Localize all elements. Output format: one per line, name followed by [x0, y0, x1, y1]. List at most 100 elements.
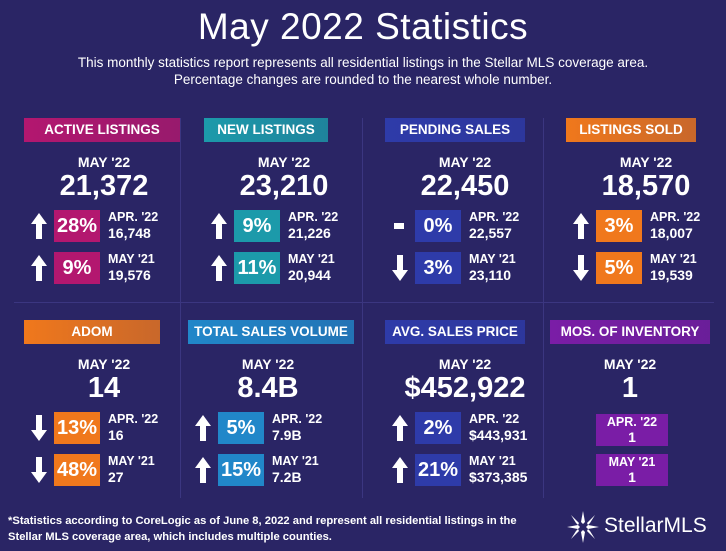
comparison-label: APR. '22 [108, 412, 159, 426]
stat-card-listings-sold: LISTINGS SOLD MAY '22 18,570 3% APR. '22 1… [566, 118, 726, 303]
stat-period: MAY '22 [438, 154, 492, 170]
comparison-label: MAY '21 [108, 252, 155, 266]
comparison-value: 16,748 [108, 225, 151, 241]
stat-value: 21,372 [59, 170, 149, 202]
stat-period: MAY '22 [77, 356, 131, 372]
comparison-row: 28% APR. '22 16,748 [24, 210, 184, 242]
comparison-value: 19,539 [650, 267, 693, 283]
comparison-value: 19,576 [108, 267, 151, 283]
percent-change: 13% [54, 412, 100, 444]
percent-change: 3% [415, 252, 461, 284]
stat-card-active-listings: ACTIVE LISTINGS MAY '22 21,372 28% APR. '2… [24, 118, 184, 303]
comparison-value: 1 [628, 469, 636, 485]
comparison-row: 13% APR. '22 16 [24, 412, 184, 444]
stat-card-pending-sales: PENDING SALES MAY '22 22,450 0% APR. '22 2… [385, 118, 545, 303]
inventory-comparison-box: APR. '22 1 [596, 414, 668, 446]
comparison-row: 3% APR. '22 18,007 [566, 210, 726, 242]
comparison-label: APR. '22 [606, 415, 658, 429]
percent-change: 48% [54, 454, 100, 486]
percent-change: 5% [218, 412, 264, 444]
comparison-value: 27 [108, 469, 124, 485]
inventory-comparison-box: MAY '21 1 [596, 454, 668, 486]
grid-divider [543, 118, 544, 498]
grid-divider [14, 302, 714, 303]
percent-change: 28% [54, 210, 100, 242]
percent-change: 15% [218, 454, 264, 486]
grid-divider [362, 118, 363, 498]
comparison-label: MAY '21 [608, 455, 656, 469]
comparison-label: MAY '21 [272, 454, 319, 468]
percent-change: 3% [596, 210, 642, 242]
stellar-mls-logo: StellarMLS [566, 508, 726, 544]
comparison-row: 9% MAY '21 19,576 [24, 252, 184, 284]
up-arrow-icon [391, 456, 409, 484]
logo-text: StellarMLS [604, 514, 707, 537]
up-arrow-icon [572, 212, 590, 240]
percent-change: 5% [596, 252, 642, 284]
up-arrow-icon [210, 254, 228, 282]
comparison-row: 15% MAY '21 7.2B [188, 454, 348, 486]
stat-period: MAY '22 [77, 154, 131, 170]
stat-card-mos-of-inventory: MOS. OF INVENTORY MAY '22 1 APR. '22 1 MAY… [550, 320, 710, 505]
stat-period: MAY '22 [603, 356, 657, 372]
stat-value: 23,210 [239, 170, 329, 202]
comparison-row: 5% MAY '21 19,539 [566, 252, 726, 284]
up-arrow-icon [194, 414, 212, 442]
stat-card-adom: ADOM MAY '22 14 13% APR. '22 16 48% MAY '2… [24, 320, 184, 505]
subtitle-line-1: This monthly statistics report represent… [77, 55, 649, 70]
stat-period: MAY '22 [619, 154, 673, 170]
comparison-label: MAY '21 [108, 454, 155, 468]
down-arrow-icon [572, 254, 590, 282]
stat-label-badge: LISTINGS SOLD [566, 118, 696, 142]
subtitle-line-2: Percentage changes are rounded to the ne… [173, 72, 553, 87]
percent-change: 21% [415, 454, 461, 486]
percent-change: 11% [234, 252, 280, 284]
comparison-value: 7.2B [272, 469, 302, 485]
stat-period: MAY '22 [438, 356, 492, 372]
comparison-value: 1 [628, 429, 636, 445]
comparison-label: MAY '21 [650, 252, 697, 266]
comparison-value: 16 [108, 427, 124, 443]
stat-value: 22,450 [420, 170, 510, 202]
comparison-row: 9% APR. '22 21,226 [204, 210, 364, 242]
comparison-label: APR. '22 [272, 412, 323, 426]
comparison-row: 5% APR. '22 7.9B [188, 412, 348, 444]
comparison-label: MAY '21 [469, 454, 516, 468]
up-arrow-icon [210, 212, 228, 240]
percent-change: 2% [415, 412, 461, 444]
up-arrow-icon [391, 414, 409, 442]
footnote-line-1: *Statistics according to CoreLogic as of… [8, 515, 517, 527]
stat-label-badge: AVG. SALES PRICE [385, 320, 525, 344]
comparison-value: 22,557 [469, 225, 512, 241]
comparison-label: APR. '22 [108, 210, 159, 224]
grid-divider [180, 118, 181, 498]
stat-card-total-sales-volume: TOTAL SALES VOLUME MAY '22 8.4B 5% APR. '2… [188, 320, 354, 505]
comparison-label: MAY '21 [469, 252, 516, 266]
stat-value: 8.4B [237, 372, 299, 404]
percent-change: 0% [415, 210, 461, 242]
footnote: *Statistics according to CoreLogic as of… [8, 513, 558, 545]
stat-card-avg-sales-price: AVG. SALES PRICE MAY '22 $452,922 2% APR. … [385, 320, 545, 505]
stat-value: 1 [621, 372, 639, 404]
up-arrow-icon [194, 456, 212, 484]
stat-card-new-listings: NEW LISTINGS MAY '22 23,210 9% APR. '22 21… [204, 118, 364, 303]
page-title: May 2022 Statistics [197, 6, 529, 47]
stat-label-badge: MOS. OF INVENTORY [550, 320, 710, 344]
comparison-value: 20,944 [288, 267, 331, 283]
page-subtitle: This monthly statistics report represent… [0, 54, 726, 88]
comparison-row: 48% MAY '21 27 [24, 454, 184, 486]
comparison-label: APR. '22 [288, 210, 339, 224]
down-arrow-icon [391, 254, 409, 282]
comparison-label: APR. '22 [469, 412, 520, 426]
comparison-value: 21,226 [288, 225, 331, 241]
stat-label-badge: PENDING SALES [385, 118, 525, 142]
stat-period: MAY '22 [257, 154, 311, 170]
dash-icon [391, 212, 409, 240]
stat-period: MAY '22 [241, 356, 295, 372]
comparison-row: 0% APR. '22 22,557 [385, 210, 545, 242]
stat-label-badge: NEW LISTINGS [204, 118, 328, 142]
comparison-value: 18,007 [650, 225, 693, 241]
comparison-value: 23,110 [469, 267, 512, 283]
percent-change: 9% [54, 252, 100, 284]
percent-change: 9% [234, 210, 280, 242]
